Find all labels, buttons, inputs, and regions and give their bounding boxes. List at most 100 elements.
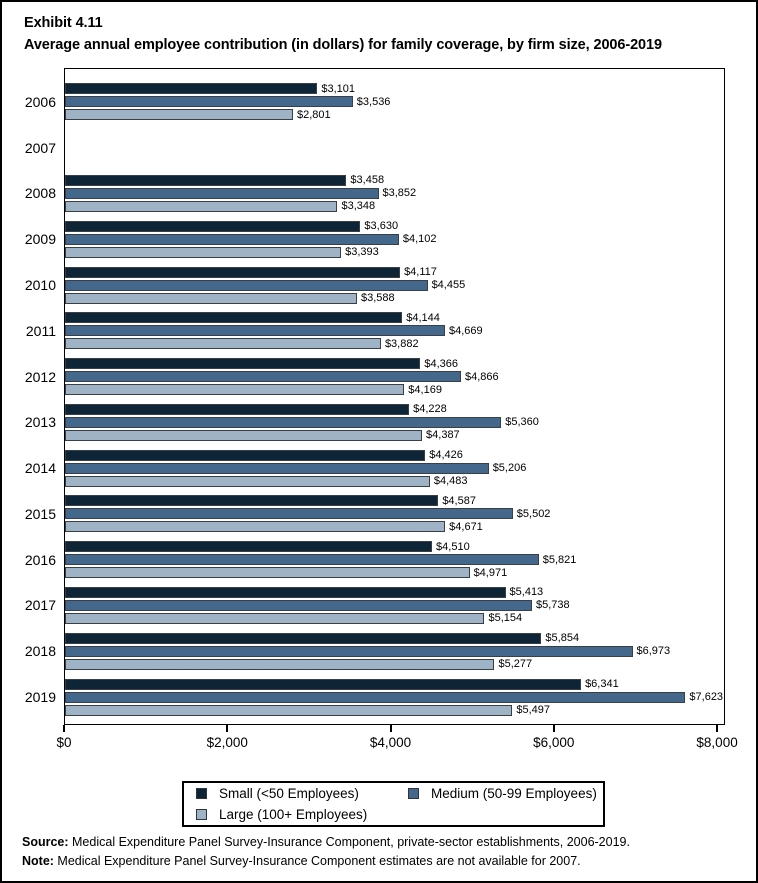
source-text: Medical Expenditure Panel Survey-Insuran… — [68, 835, 630, 849]
bar-large-2015: $4,671 — [65, 521, 483, 533]
year-label-2014: 2014 — [24, 460, 56, 477]
bar-medium-2009: $4,102 — [65, 233, 437, 245]
bar-large-2018: $5,277 — [65, 658, 532, 670]
year-row-2013: 2013 $4,228 $5,360 $4,387 — [25, 399, 724, 445]
bar-value-label: $3,393 — [345, 246, 379, 259]
bar-medium-2015: $5,502 — [65, 508, 550, 520]
bar-medium-2019: $7,623 — [65, 691, 723, 703]
bar-small-2018: $5,854 — [65, 632, 579, 644]
legend-label-medium: Medium (50-99 Employees) — [431, 786, 597, 801]
bar-large-2011: $3,882 — [65, 338, 419, 350]
bar-value-label: $4,426 — [429, 449, 463, 462]
note-line: Note: Medical Expenditure Panel Survey-I… — [22, 852, 630, 871]
year-row-2011: 2011 $4,144 $4,669 $3,882 — [26, 308, 724, 354]
exhibit-number: Exhibit 4.11 — [24, 15, 103, 31]
bar-large-2009: $3,393 — [65, 246, 379, 258]
x-tick-label-8000: $8,000 — [696, 735, 738, 750]
year-label-2016: 2016 — [24, 551, 56, 568]
legend-item-medium: Medium (50-99 Employees) — [408, 784, 603, 803]
bar-value-label: $5,738 — [535, 599, 570, 612]
year-row-2008: 2008 $3,458 $3,852 $3,348 — [25, 171, 724, 217]
bar-small-2006: $3,101 — [65, 83, 355, 95]
x-tick-4000 — [389, 725, 392, 732]
note-text: Medical Expenditure Panel Survey-Insuran… — [53, 854, 581, 868]
bar-medium-2010: $4,455 — [65, 279, 465, 291]
year-label-2006: 2006 — [24, 93, 56, 110]
legend-item-small: Small (<50 Employees) — [196, 784, 408, 803]
chart-title: Average annual employee contribution (in… — [24, 37, 662, 53]
plot-area: 2006 $3,101 $3,536 $2,801 2007 2008 $3,458 $3,8… — [25, 68, 725, 725]
bar-small-2010: $4,117 — [65, 266, 437, 278]
footer: Source: Medical Expenditure Panel Survey… — [22, 833, 630, 871]
x-axis: $0 $2,000 $4,000 $6,000 $8,000 — [56, 725, 738, 759]
year-row-2017: 2017 $5,413 $5,738 $5,154 — [25, 583, 724, 629]
legend-label-large: Large (100+ Employees) — [219, 807, 368, 822]
year-row-2009: 2009 $3,630 $4,102 $3,393 — [25, 216, 724, 262]
year-label-2013: 2013 — [24, 414, 56, 431]
bar-value-label: $4,228 — [413, 403, 447, 416]
bar-small-2011: $4,144 — [65, 312, 440, 324]
bar-value-label: $5,497 — [516, 704, 551, 717]
bar-medium-2011: $4,669 — [65, 325, 483, 337]
source-line: Source: Medical Expenditure Panel Survey… — [22, 833, 630, 852]
bar-value-label: $7,623 — [689, 691, 724, 704]
bar-value-label: $3,852 — [382, 187, 417, 200]
bar-value-label: $3,588 — [361, 292, 395, 305]
year-row-2019: 2019 $6,341 $7,623 $5,497 — [25, 674, 724, 720]
year-row-2012: 2012 $4,366 $4,866 $4,169 — [25, 354, 724, 400]
bar-large-2008: $3,348 — [65, 200, 375, 212]
bar-value-label: $4,387 — [426, 429, 460, 442]
bar-small-2009: $3,630 — [65, 220, 398, 232]
bar-value-label: $4,671 — [449, 520, 483, 533]
bar-large-2013: $4,387 — [65, 429, 460, 441]
bar-large-2012: $4,169 — [65, 384, 442, 396]
year-row-2010: 2010 $4,117 $4,455 $3,588 — [25, 262, 724, 308]
bar-large-2017: $5,154 — [65, 612, 522, 624]
bar-value-label: $5,206 — [492, 462, 527, 475]
legend-box: Small (<50 Employees) Medium (50-99 Empl… — [182, 781, 605, 827]
bar-value-label: $4,144 — [406, 311, 440, 324]
bar-value-label: $4,366 — [424, 357, 458, 370]
bar-small-2008: $3,458 — [65, 174, 384, 186]
bar-value-label: $3,882 — [384, 337, 419, 350]
year-row-2006: 2006 $3,101 $3,536 $2,801 — [25, 79, 724, 125]
bar-value-label: $3,348 — [341, 200, 376, 213]
year-label-2019: 2019 — [24, 689, 56, 706]
bar-large-2010: $3,588 — [65, 292, 395, 304]
bar-value-label: $4,455 — [431, 279, 466, 292]
bar-value-label: $6,341 — [585, 678, 619, 691]
legend-label-small: Small (<50 Employees) — [219, 786, 359, 801]
legend-swatch-large — [196, 809, 207, 820]
year-row-2015: 2015 $4,587 $5,502 $4,671 — [25, 491, 724, 537]
year-label-2007: 2007 — [24, 139, 56, 156]
bar-value-label: $3,536 — [356, 95, 391, 108]
x-tick-label-6000: $6,000 — [533, 735, 575, 750]
legend-swatch-medium — [408, 788, 419, 799]
year-label-2010: 2010 — [24, 277, 56, 294]
bar-small-2019: $6,341 — [65, 678, 619, 690]
bar-medium-2018: $6,973 — [65, 645, 670, 657]
bar-value-label: $4,669 — [448, 324, 483, 337]
bar-medium-2014: $5,206 — [65, 462, 526, 474]
bar-medium-2017: $5,738 — [65, 599, 570, 611]
x-tick-label-2000: $2,000 — [206, 735, 248, 750]
year-row-2018: 2018 $5,854 $6,973 $5,277 — [25, 628, 724, 674]
bar-value-label: $5,154 — [488, 612, 523, 625]
bar-value-label: $2,801 — [296, 108, 331, 121]
legend-item-large: Large (100+ Employees) — [196, 805, 408, 824]
x-tick-label-0: $0 — [56, 735, 72, 750]
bar-medium-2016: $5,821 — [65, 554, 576, 566]
source-label: Source: — [22, 835, 69, 849]
bar-value-label: $3,630 — [364, 220, 399, 233]
year-label-2015: 2015 — [24, 505, 56, 522]
bar-value-label: $4,587 — [442, 494, 476, 507]
x-tick-6000 — [552, 725, 555, 732]
year-label-2011: 2011 — [25, 322, 56, 339]
year-label-2018: 2018 — [24, 643, 56, 660]
bar-value-label: $3,101 — [321, 82, 356, 95]
bar-value-label: $4,117 — [404, 266, 437, 279]
bar-small-2017: $5,413 — [65, 586, 543, 598]
bar-medium-2012: $4,866 — [65, 371, 499, 383]
note-label: Note: — [22, 854, 54, 868]
bar-large-2014: $4,483 — [65, 475, 468, 487]
